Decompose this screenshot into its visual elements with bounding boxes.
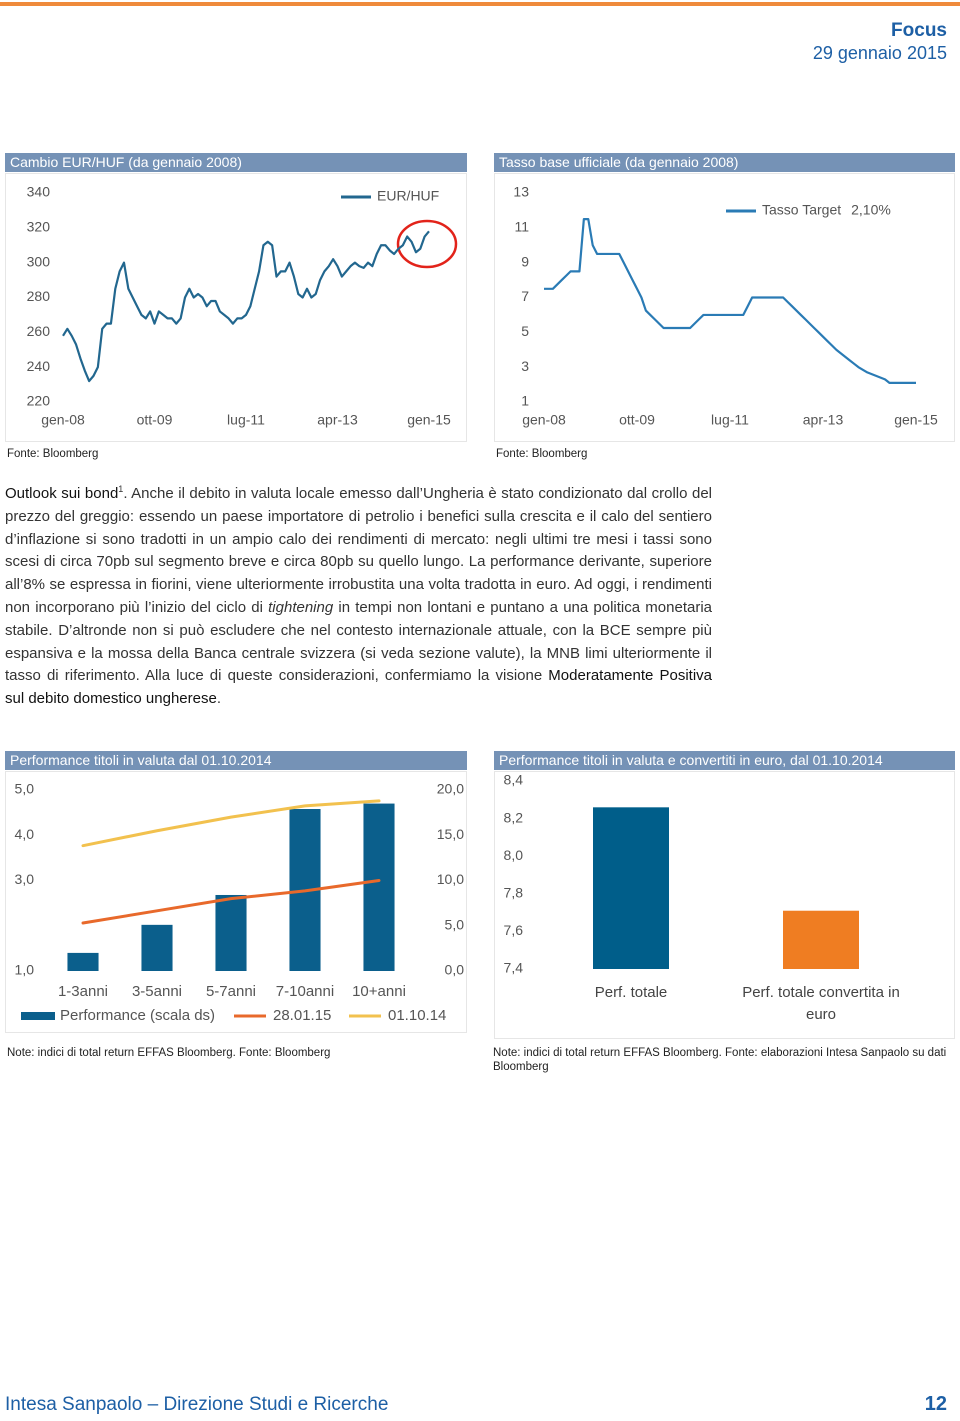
x-tick-label: ott-09 [137, 412, 173, 428]
y-tick-label: 20,0 [437, 781, 464, 797]
body-text: Outlook sui bond1. Anche il debito in va… [5, 478, 712, 711]
legend-label: 28.01.15 [273, 1007, 331, 1024]
legend-value: 2,10% [851, 202, 891, 218]
x-tick-label: lug-11 [711, 412, 749, 428]
legend-label: Performance (scala ds) [60, 1007, 215, 1024]
chart: 7,4 7,6 7,8 8,0 8,2 8,4 [504, 772, 859, 976]
legend-swatch [21, 1012, 55, 1020]
y-tick-label: 300 [27, 253, 51, 269]
chart-title: Performance titoli in valuta dal 01.10.2… [5, 751, 467, 770]
y-tick-label: 8,2 [504, 809, 524, 825]
x-tick-label: lug-11 [227, 412, 265, 428]
y-tick-label: 0,0 [445, 962, 465, 978]
x-tick-label: apr-13 [803, 412, 844, 428]
x-tick-label: 1-3anni [58, 983, 108, 1000]
y-tick-label: 1 [521, 393, 529, 409]
x-tick-label: 5-7anni [206, 983, 256, 1000]
y-tick-label: 10,0 [437, 871, 464, 887]
y-tick-label: 5 [521, 323, 529, 339]
x-tick-label: 7-10anni [276, 983, 334, 1000]
highlight-circle [396, 219, 458, 269]
chart-title: Cambio EUR/HUF (da gennaio 2008) [5, 153, 467, 172]
y-tick-label: 240 [27, 358, 51, 374]
source-note: Note: indici di total return EFFAS Bloom… [493, 1047, 947, 1073]
x-tick-label: Perf. totale [594, 984, 668, 1001]
paragraph-text: . Anche il debito in valuta locale emess… [5, 485, 712, 616]
source-note: Note: indici di total return EFFAS Bloom… [7, 1047, 331, 1059]
y-tick-label: 7 [521, 288, 529, 304]
y-tick-label: 5,0 [15, 781, 35, 797]
data-line [81, 879, 381, 925]
y-tick-label: 8,4 [504, 772, 524, 788]
y-tick-label: 8,0 [504, 847, 524, 863]
bar [141, 924, 173, 971]
x-tick-label: gen-15 [407, 412, 451, 428]
data-line [544, 218, 916, 384]
source-note: Fonte: Bloomberg [496, 448, 588, 460]
chart-title: Tasso base ufficiale (da gennaio 2008) [494, 153, 955, 172]
source-note: Fonte: Bloomberg [7, 448, 99, 460]
y-tick-label: 3,0 [15, 871, 35, 887]
y-tick-label: 4,0 [15, 826, 35, 842]
bar [363, 803, 395, 971]
y-tick-label: 340 [27, 184, 51, 200]
chart-title: Performance titoli in valuta e convertit… [494, 751, 955, 770]
y-tick-label: 5,0 [445, 916, 465, 932]
y-tick-label: 260 [27, 323, 51, 339]
y-tick-label: 320 [27, 219, 51, 235]
chart: 220 240 260 280 300 320 340 gen-08 ott-09 lug-11 a… [27, 184, 458, 428]
y-tick-label: 280 [27, 288, 51, 304]
italic-term: tightening [268, 598, 334, 616]
y-tick-label: 7,6 [504, 922, 524, 938]
y-tick-label: 7,4 [504, 960, 524, 976]
y-tick-label: 15,0 [437, 826, 464, 842]
paragraph-text: . [216, 690, 221, 708]
lead: Outlook sui bond [5, 485, 119, 502]
y-tick-label: 11 [514, 219, 529, 235]
page-number: 12 [924, 1393, 947, 1415]
bar [593, 807, 669, 969]
y-tick-label: 7,8 [504, 885, 524, 901]
y-tick-label: 220 [27, 393, 51, 409]
y-tick-label: 3 [521, 358, 529, 374]
chart-panel: 7,4 7,6 7,8 8,0 8,2 8,4 Perf. totale Perf. tot… [494, 771, 955, 1039]
x-tick-label: 10+anni [352, 983, 406, 1000]
bar [67, 952, 99, 971]
y-tick-label: 13 [513, 184, 529, 200]
x-tick-label: 3-5anni [132, 983, 182, 1000]
x-tick-label: apr-13 [317, 412, 358, 428]
bar [215, 894, 247, 971]
y-tick-label: 1,0 [15, 962, 35, 978]
chart-panel: 1,0 3,0 4,0 5,0 0,0 5,0 10,0 15,0 20,0 1-3anni 3-5… [5, 771, 467, 1033]
emphasis: Moderatamente Positiva sul debito domest… [5, 667, 712, 708]
legend-label: Tasso Target [762, 202, 841, 218]
footer-publisher: Intesa Sanpaolo – Direzione Studi e Rice… [5, 1394, 389, 1415]
x-tick-label: Perf. totale convertita in euro [742, 984, 900, 1023]
section-title: Focus [891, 20, 947, 41]
x-tick-label: gen-08 [41, 412, 85, 428]
top-rule [0, 2, 960, 6]
bar [783, 910, 859, 969]
x-tick-label: gen-15 [894, 412, 938, 428]
y-tick-label: 9 [521, 253, 529, 269]
legend-label: 01.10.14 [388, 1007, 446, 1024]
paragraph-text: in tempi non lontani e puntano a una pol… [5, 598, 712, 685]
chart-panel: 1 3 5 7 9 11 13 gen-08 ott-09 lug-11 apr-13 gen-15 T… [494, 173, 955, 442]
x-tick-label: ott-09 [619, 412, 655, 428]
date: 29 gennaio 2015 [812, 43, 947, 63]
chart-panel: 220 240 260 280 300 320 340 gen-08 ott-09 lug-11 a… [5, 173, 467, 442]
data-line [81, 799, 381, 848]
x-tick-label: gen-08 [522, 412, 566, 428]
legend-label: EUR/HUF [377, 188, 439, 204]
footnote-ref: 1 [118, 484, 124, 494]
chart: 1,0 3,0 4,0 5,0 0,0 5,0 10,0 15,0 20,0 1-3anni 3-5… [15, 781, 465, 1024]
data-line [62, 230, 430, 383]
